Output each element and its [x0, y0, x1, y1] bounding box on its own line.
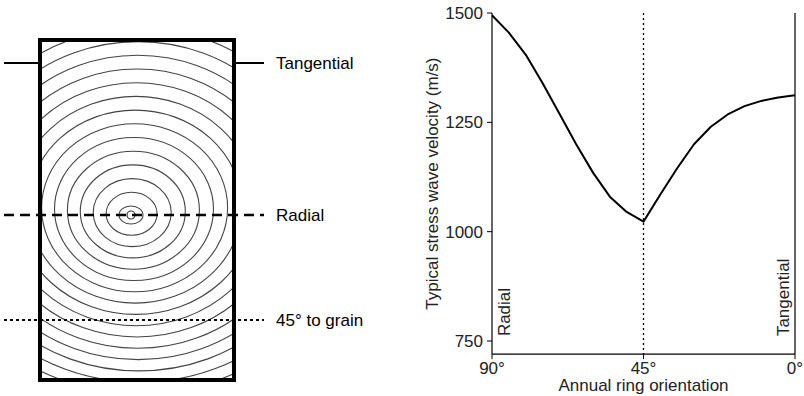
y-tick	[487, 231, 492, 232]
annotation: Tangential	[774, 259, 793, 337]
y-tick	[487, 122, 492, 123]
label: 45° to grain	[276, 311, 363, 330]
y-tick-label: 1000	[445, 223, 483, 242]
tangential-line	[234, 62, 264, 64]
ring	[93, 179, 171, 247]
ring	[40, 69, 234, 337]
label: Tangential	[276, 54, 354, 73]
y-axis	[491, 13, 492, 354]
diagonal-line	[4, 319, 264, 321]
ring	[40, 55, 234, 348]
y-tick-label: 1500	[445, 4, 483, 23]
ring	[40, 40, 234, 380]
reference-line	[643, 13, 644, 354]
x-tick-label: 90°	[479, 359, 505, 378]
ring	[40, 83, 234, 326]
y-tick-label: 1250	[445, 113, 483, 132]
frame-right	[794, 13, 795, 354]
board	[40, 40, 234, 380]
y-tick-label: 750	[455, 332, 483, 351]
y-label: Typical stress wave velocity (m/s)	[423, 57, 442, 309]
ring	[40, 40, 234, 380]
annual-rings	[40, 40, 234, 380]
ring	[40, 40, 234, 380]
ring	[55, 138, 214, 281]
plot-area	[492, 15, 795, 221]
x-label: Annual ring orientation	[558, 376, 728, 395]
ring	[40, 42, 234, 360]
velocity-line	[492, 15, 795, 221]
radial-line	[4, 214, 264, 217]
y-tick	[487, 13, 492, 14]
label: Radial	[276, 206, 324, 225]
annotation: Radial	[495, 288, 514, 336]
figure: Tangential Radial 45° to grain 750 1000 1250 1…	[0, 0, 804, 396]
ring	[40, 40, 234, 371]
ring	[80, 165, 185, 258]
ring	[40, 110, 234, 303]
x-tick-label: 0°	[787, 359, 803, 378]
y-tick	[487, 341, 492, 342]
tangential-line	[4, 62, 40, 64]
ring	[67, 151, 199, 269]
ring	[40, 40, 234, 380]
ring	[42, 124, 228, 292]
ring	[40, 96, 234, 314]
